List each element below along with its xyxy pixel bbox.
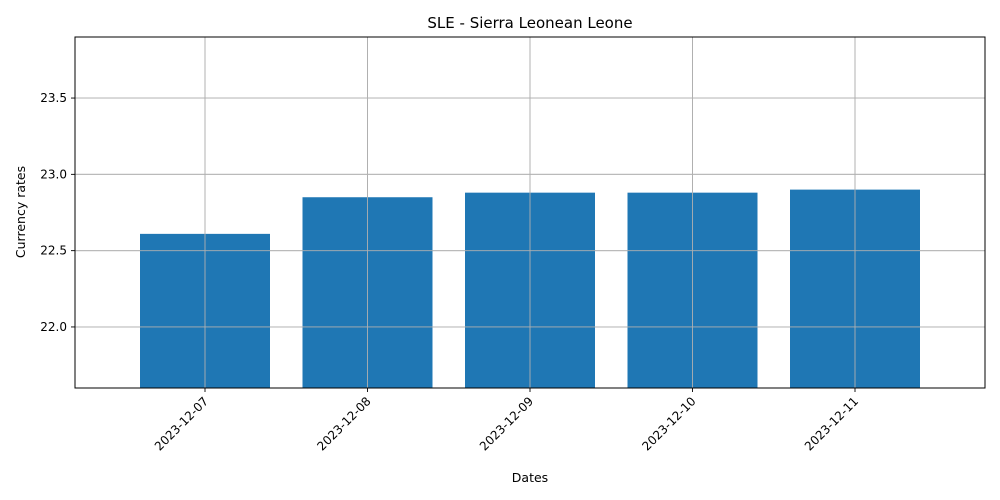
y-tick-label: 22.5 [40, 244, 67, 258]
x-tick-label: 2023-12-07 [152, 394, 211, 453]
x-tick-label: 2023-12-10 [639, 394, 698, 453]
x-axis-label: Dates [512, 470, 548, 485]
x-tick-label: 2023-12-08 [314, 394, 373, 453]
y-tick-label: 22.0 [40, 320, 67, 334]
x-axis-ticks: 2023-12-07 2023-12-08 2023-12-09 2023-12-10… [152, 388, 861, 453]
bars [75, 37, 985, 388]
y-tick-label: 23.5 [40, 91, 67, 105]
y-tick-label: 23.0 [40, 167, 67, 181]
y-axis-ticks: 22.0 22.5 23.0 23.5 [40, 91, 75, 334]
x-tick-label: 2023-12-11 [802, 394, 861, 453]
y-axis-label: Currency rates [13, 166, 28, 258]
x-tick-label: 2023-12-09 [477, 394, 536, 453]
chart-title: SLE - Sierra Leonean Leone [427, 14, 632, 32]
